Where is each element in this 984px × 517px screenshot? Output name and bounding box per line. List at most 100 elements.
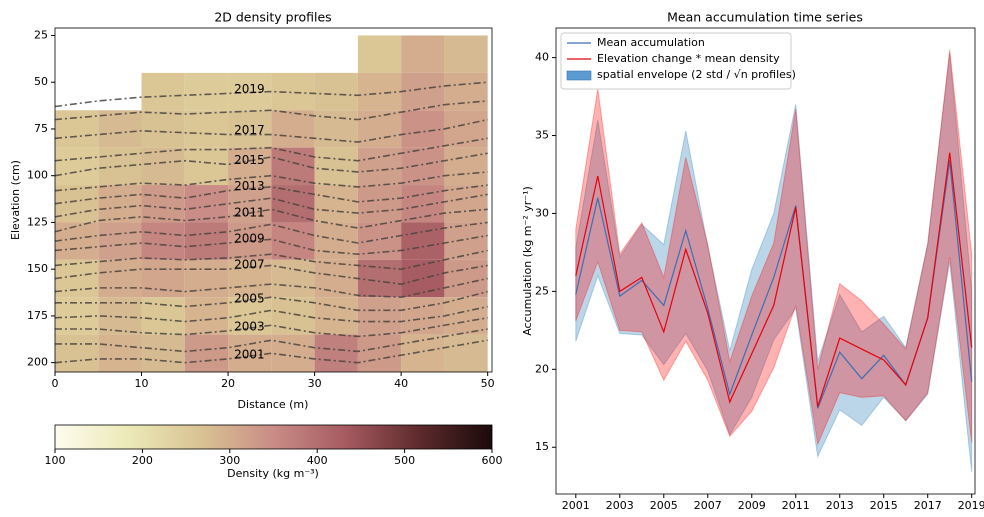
isochrone [55,249,488,270]
isochrone-label: 2007 [234,258,265,272]
heatmap-cell [184,110,229,148]
y-tick-label: 40 [535,51,549,64]
heatmap-cell [98,110,142,148]
heatmap-cell [357,72,402,111]
heatmap-cell [271,110,315,148]
x-tick-label: 40 [394,377,408,390]
heatmap-cell [401,222,445,260]
colorbar-tick-label: 400 [307,454,328,467]
x-tick-label: 2011 [782,499,810,512]
series-line [575,152,973,407]
heatmap-cell [141,334,185,372]
isochrone [55,184,488,205]
legend-box [560,32,792,90]
heatmap-cell [357,147,402,186]
heatmap-cell [444,259,488,298]
colorbar-tick-label: 500 [394,454,415,467]
heatmap-cell [184,147,229,186]
legend-swatch [566,70,592,81]
colorbar [54,424,493,450]
envelope-band [575,49,973,446]
heatmap-cell [271,297,315,335]
y-tick-label: 150 [27,262,48,275]
legend-label: Mean accumulation [597,36,705,49]
heatmap-cell [184,334,229,372]
heatmap-cell [228,259,272,298]
colorbar-tick-label: 200 [132,454,153,467]
heatmap-cell [314,72,358,111]
heatmap-cell [444,72,488,111]
heatmap-cell [314,259,358,298]
colorbar-label: Density (kg m⁻³) [227,467,319,480]
isochrone-label: 2015 [234,153,265,167]
heatmap-cell [271,259,315,298]
heatmap-cell [444,147,488,186]
x-tick-label: 2009 [738,499,766,512]
colorbar-tick-label: 600 [482,454,503,467]
heatmap-cell [98,222,142,260]
chart-title: Mean accumulation time series [667,10,863,25]
heatmap-cell [314,297,358,335]
y-axis-label: Elevation (cm) [9,160,22,240]
isochrone [55,264,488,285]
y-tick-label: 15 [535,440,549,453]
y-tick-label: 50 [34,75,48,88]
heatmap-cell [357,35,402,73]
heatmap-cell [141,110,185,148]
isochrone-label: 2003 [234,319,265,333]
heatmap-cell [314,147,358,186]
heatmap-cell [98,259,142,298]
heatmap-cell [444,185,488,223]
legend-label: spatial envelope (2 std / √n profiles) [597,68,796,81]
isochrone [55,221,488,244]
isochrone-label: 2013 [234,179,265,193]
isochrone [55,81,488,108]
y-tick-label: 200 [27,356,48,369]
x-tick-label: 2003 [606,499,634,512]
isochrone-label: 2019 [234,82,265,96]
x-tick-label: 10 [135,377,149,390]
y-tick-label: 75 [34,122,48,135]
heatmap-cell [271,222,315,260]
colorbar-tick-label: 100 [45,454,66,467]
isochrone-label: 2009 [234,232,265,246]
heatmap-cell [314,334,358,372]
heatmap-cell [357,297,402,335]
heatmap-cell [55,185,99,223]
heatmap-cell [141,222,185,260]
heatmap-cell [444,35,488,73]
axes-frame [555,27,976,495]
x-tick-label: 2007 [694,499,722,512]
isochrone [55,137,488,162]
y-axis-label: Accumulation (kg m⁻² yr⁻¹) [521,186,534,336]
isochrone [55,193,488,218]
heatmap-cell [228,72,272,111]
x-tick-label: 2019 [958,499,984,512]
x-tick-label: 2005 [650,499,678,512]
heatmap-cell [141,185,185,223]
x-tick-label: 2015 [870,499,898,512]
colorbar-tick-label: 300 [219,454,240,467]
isochrone [55,277,488,299]
isochrone-label: 2017 [234,123,265,137]
isochrone [55,290,488,312]
y-tick-label: 25 [34,28,48,41]
heatmap-cell [184,222,229,260]
isochrone [55,171,488,192]
isochrone-label: 2001 [234,347,265,361]
heatmap-cell [184,72,229,111]
heatmap-cell [444,110,488,148]
isochrone [55,234,488,256]
heatmap-cell [228,110,272,148]
heatmap-cell [401,110,445,148]
heatmap-cell [357,334,402,372]
heatmap-cell [314,222,358,260]
heatmap-cell [141,72,185,111]
isochrone [55,118,488,143]
y-tick-label: 20 [535,362,549,375]
heatmap-cell [401,72,445,111]
legend-label: Elevation change * mean density [597,52,780,65]
heatmap-cell [444,222,488,260]
isochrone [55,305,488,323]
